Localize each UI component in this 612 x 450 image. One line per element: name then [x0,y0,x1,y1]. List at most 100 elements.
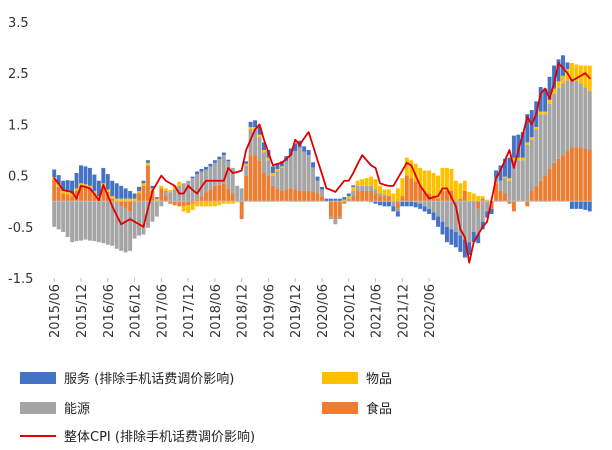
bar-energy [262,152,266,174]
x-tick-label: 2015/06 [48,284,63,338]
bar-services [320,186,324,190]
bar-food [320,196,324,202]
bar-food [248,155,253,202]
bar-food [529,190,534,202]
bar-food [79,185,83,202]
bar-energy [440,201,445,222]
bar-food [440,190,445,202]
legend-swatch [322,372,358,384]
bar-services [378,201,382,206]
bar-food [212,185,217,202]
bar-food [431,196,436,202]
bar-services [391,206,396,212]
bar-services [342,197,347,200]
bar-food [333,201,338,220]
bar-energy [520,160,525,202]
bar-services [520,132,525,158]
bar-services [569,201,574,209]
bar-goods [440,167,445,191]
bar-food [159,188,164,202]
bar-energy [270,175,275,186]
bar-energy [92,201,97,242]
bar-energy [257,137,262,161]
bar-services [511,135,516,158]
bar-energy [110,201,115,246]
bar-energy [538,114,543,181]
bar-services [79,165,83,184]
bar-services [302,146,307,152]
bar-energy [369,185,374,191]
bar-services [427,208,432,214]
bar-services [123,188,128,199]
bar-energy [534,129,539,186]
bar-goods [534,126,539,130]
bar-energy [351,190,356,197]
bar-goods [275,168,280,172]
bar-goods [123,198,128,202]
bar-goods [476,196,481,202]
bar-goods [145,162,150,166]
bar-energy [552,93,557,163]
bar-services [92,174,97,191]
bar-food [315,193,320,202]
bar-energy [328,216,333,220]
x-tick-label: 2021/12 [396,284,411,338]
bar-services [400,201,405,207]
legend-label: 服务 (排除手机话费调价影响) [64,371,234,387]
bar-energy [186,180,191,202]
bar-goods [574,64,579,81]
bar-goods [413,163,418,182]
y-tick-label: 2.5 [8,67,29,82]
bar-food [355,190,360,202]
bar-food [119,201,124,207]
bar-goods [56,184,61,187]
bar-food [221,183,226,202]
bar-goods [449,168,454,191]
bar-food [552,162,557,202]
bar-services [70,180,75,194]
bar-energy [239,188,244,202]
bar-energy [337,216,342,220]
bar-energy [516,160,521,202]
bar-goods [119,198,124,202]
bar-goods [578,65,583,84]
bar-food [587,150,592,202]
bar-energy [525,144,530,202]
bar-energy [467,201,472,243]
bar-energy [217,159,222,185]
bar-energy [556,88,561,159]
bar-food [561,155,565,202]
bar-food [65,194,70,202]
bar-goods [114,198,119,202]
bar-services [208,163,213,167]
bar-goods [279,166,284,168]
bar-goods [364,178,369,186]
bar-energy [137,201,141,236]
bar-goods [462,180,467,191]
bar-food [275,188,280,202]
bar-goods [543,111,548,115]
bar-services [382,201,387,207]
bar-goods [378,185,382,194]
bar-goods [74,188,79,191]
bar-goods [70,193,75,197]
legend-swatch [322,402,358,414]
bar-energy [471,201,476,232]
bar-services [458,235,463,252]
bar-goods [422,170,427,191]
bar-services [61,180,66,191]
bar-services [404,201,409,207]
bar-food [101,185,106,202]
bar-goods [525,142,530,145]
bar-services [199,168,204,172]
bar-services [552,65,557,89]
bar-services [485,211,490,218]
bar-energy [561,83,565,156]
bar-energy [378,193,382,197]
y-tick-label: -1.5 [8,272,33,287]
bar-food [569,147,574,202]
bar-goods [516,157,521,161]
bar-food [244,175,249,202]
bar-services [56,175,61,185]
